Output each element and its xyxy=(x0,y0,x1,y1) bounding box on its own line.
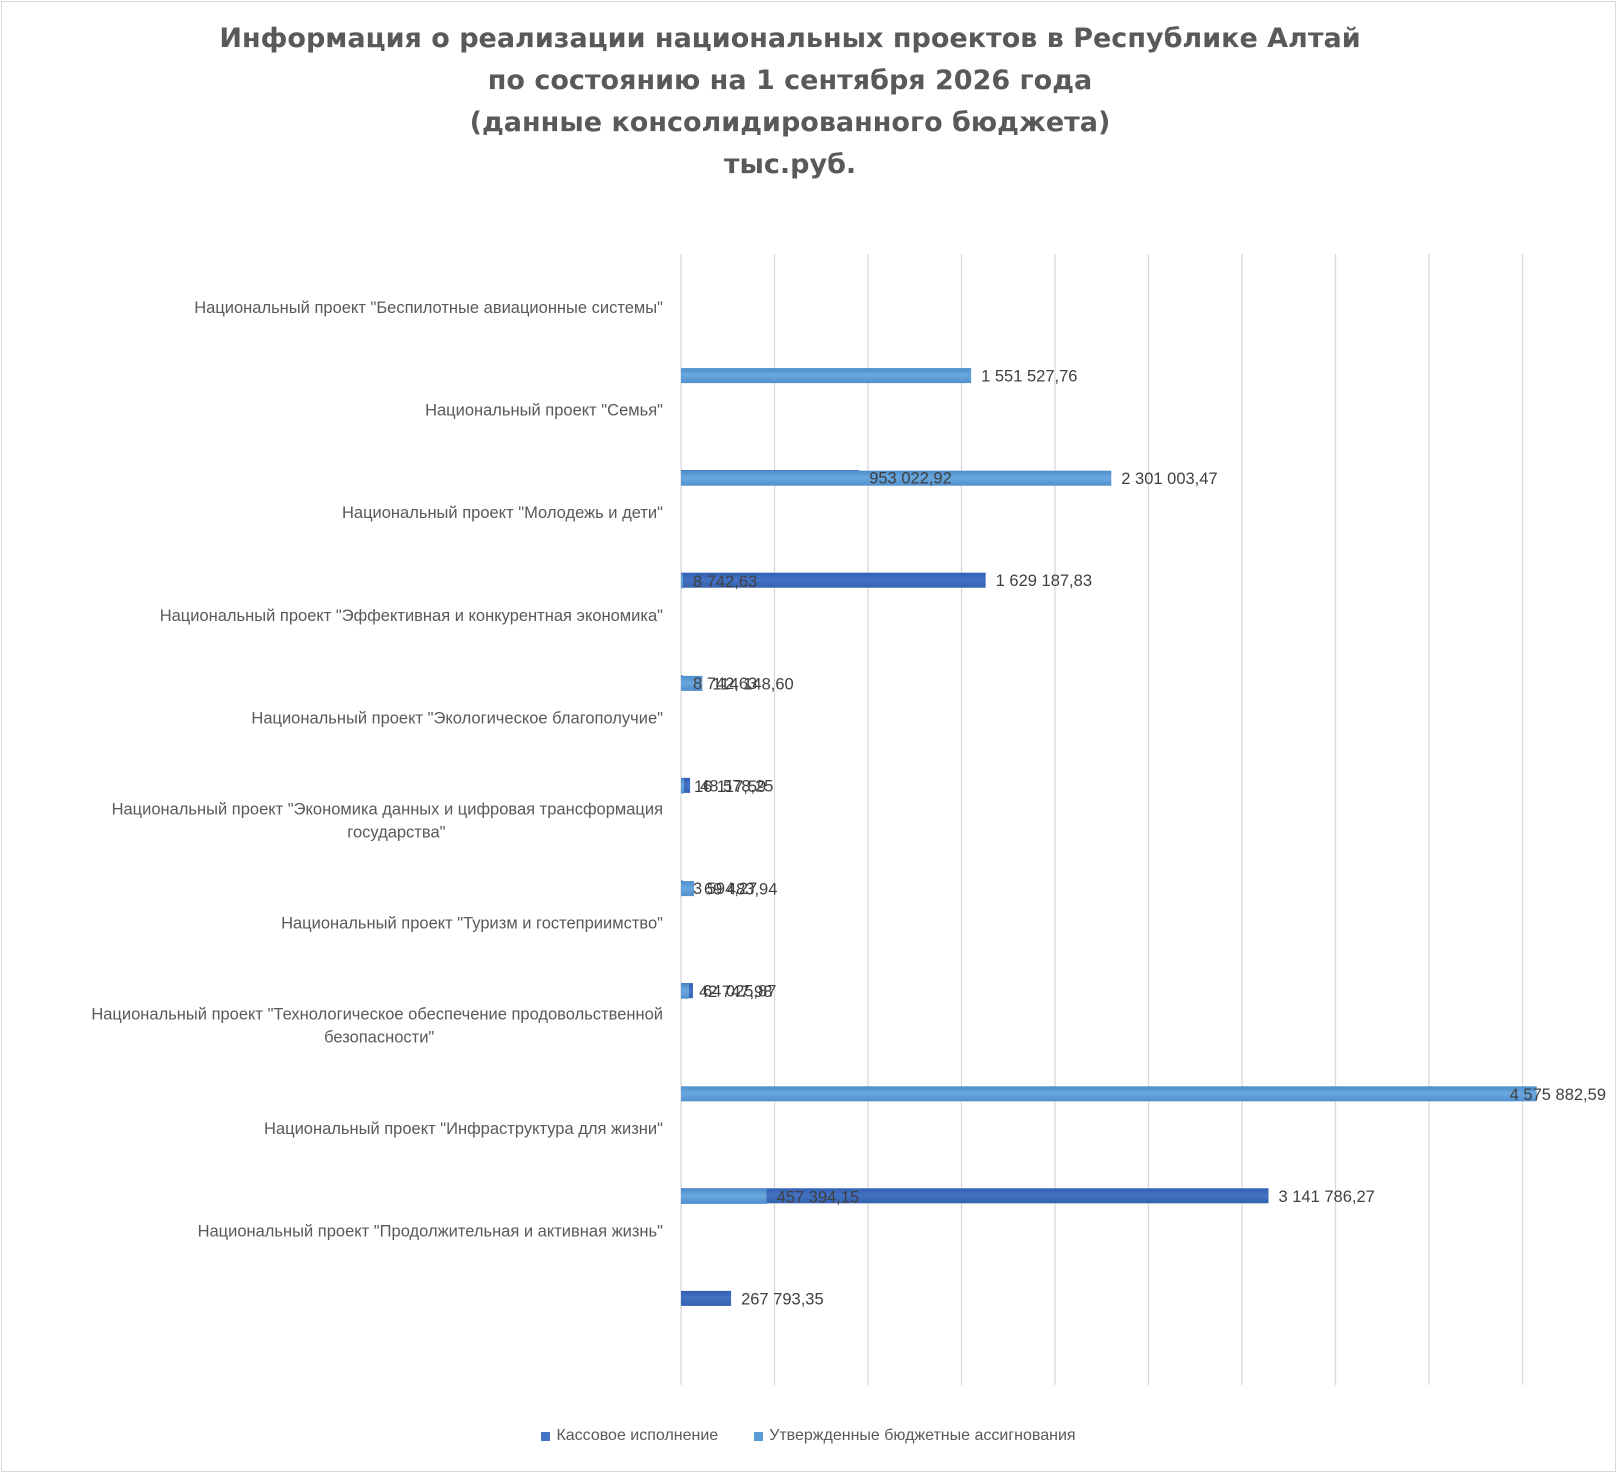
bar-executed-4 xyxy=(681,777,691,793)
data-label-executed-4: 48 578,25 xyxy=(700,777,773,795)
bar-approved-7 xyxy=(681,983,689,999)
bar-approved-9 xyxy=(681,1188,767,1204)
gridlines xyxy=(680,254,1524,1385)
data-labels: 953 022,92 1 629 187,83 8 742,63 48 578,25 3… xyxy=(693,368,1606,1309)
data-label-approved-2: 2 301 003,47 xyxy=(1121,470,1217,488)
legend-item-executed[interactable]: Кассовое исполнение xyxy=(541,1427,718,1445)
bars xyxy=(681,368,1537,1306)
legend-swatch-executed xyxy=(541,1431,551,1441)
bar-executed-2 xyxy=(681,572,986,588)
legend-item-approved[interactable]: Утвержденные бюджетные ассигнования xyxy=(754,1427,1076,1445)
bar-executed-8 xyxy=(681,1188,1269,1204)
bar-approved-1 xyxy=(681,368,972,384)
category-label-5-line-2: государства" xyxy=(347,824,445,842)
category-label-8: Национальный проект "Инфраструктура для … xyxy=(264,1120,663,1138)
chart-title-line-3: (данные консолидированного бюджета) xyxy=(469,107,1111,138)
category-labels: Национальный проект "Беспилотные авиацио… xyxy=(91,299,663,1240)
category-label-2: Национальный проект "Молодежь и дети" xyxy=(342,504,663,522)
legend: Кассовое исполнение Утвержденные бюджетн… xyxy=(0,1427,1617,1445)
data-label-executed-8: 3 141 786,27 xyxy=(1279,1188,1375,1206)
bar-approved-5 xyxy=(681,778,685,794)
legend-label-executed: Кассовое исполнение xyxy=(556,1427,719,1444)
bar-approved-3 xyxy=(681,573,683,589)
bar-approved-4 xyxy=(681,675,703,691)
data-label-approved-1: 1 551 527,76 xyxy=(981,368,1077,386)
chart-title: Информация о реализации национальных про… xyxy=(0,18,1580,186)
category-label-4: Национальный проект "Экологическое благо… xyxy=(251,709,663,727)
data-label-executed-2: 1 629 187,83 xyxy=(996,572,1092,590)
bar-approved-2 xyxy=(681,470,1112,486)
category-label-6: Национальный проект "Туризм и гостеприим… xyxy=(281,915,663,933)
category-label-3: Национальный проект "Эффективная и конку… xyxy=(160,607,663,625)
category-label-0: Национальный проект "Беспилотные авиацио… xyxy=(194,299,663,317)
category-label-1: Национальный проект "Семья" xyxy=(425,402,663,420)
data-label-approved-4: 114 148,60 xyxy=(712,675,793,693)
data-label-executed-5: 3 594,27 xyxy=(693,880,757,898)
chart-title-line-4: тыс.руб. xyxy=(723,149,857,180)
data-label-executed-1: 953 022,92 xyxy=(869,470,952,488)
data-label-executed-3: 8 742,63 xyxy=(693,675,757,693)
data-label-approved-5: 16 117,59 xyxy=(694,778,766,796)
data-label-approved-9: 457 394,15 xyxy=(777,1188,860,1206)
bar-approved-6 xyxy=(681,881,694,897)
data-label-approved-6: 69 483,94 xyxy=(704,881,777,899)
category-label-9: Национальный проект "Продолжительная и а… xyxy=(198,1222,664,1240)
category-label-5-line-1: Национальный проект "Экономика данных и … xyxy=(112,801,663,819)
chart-title-line-2: по состоянию на 1 сентября 2026 года xyxy=(487,65,1093,96)
legend-swatch-approved xyxy=(754,1431,764,1441)
data-label-approved-3: 8 742,63 xyxy=(693,573,757,591)
data-label-executed-6: 64 025,87 xyxy=(703,983,776,1001)
data-label-executed-9: 267 793,35 xyxy=(741,1290,824,1308)
category-label-7-line-2: безопасности" xyxy=(324,1029,434,1047)
chart-title-line-1: Информация о реализации национальных про… xyxy=(219,23,1361,54)
data-label-approved-7: 42 747,98 xyxy=(699,983,772,1001)
bar-approved-8 xyxy=(681,1086,1537,1102)
category-label-7-line-1: Национальный проект "Технологическое обе… xyxy=(91,1006,663,1024)
legend-label-approved: Утвержденные бюджетные ассигнования xyxy=(769,1427,1076,1444)
data-label-approved-8: 4 575 882,59 xyxy=(1510,1086,1606,1104)
bar-executed-9 xyxy=(681,1290,732,1306)
